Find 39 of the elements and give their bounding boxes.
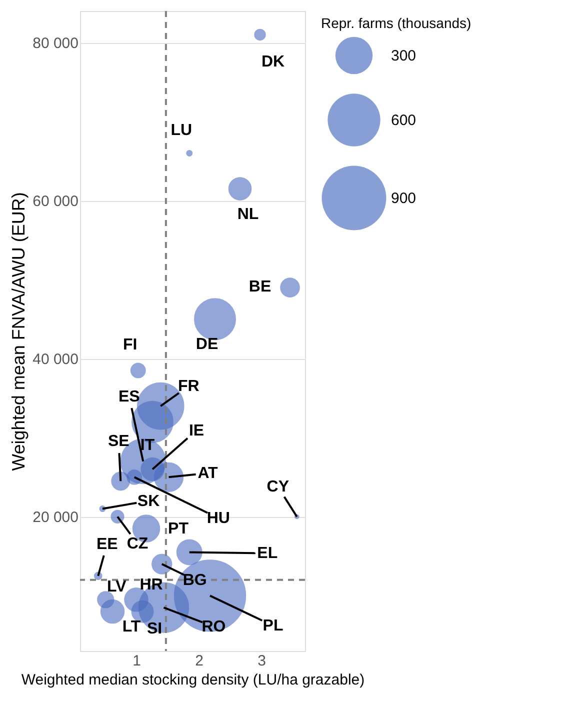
annotation: IT [140,436,155,454]
annotation: BG [182,572,207,590]
annotation: IE [188,422,204,440]
annotation: LV [106,578,127,596]
annotation: EE [96,536,118,553]
y-axis-title: Weighted mean FNVA/AWU (EUR) [8,192,29,471]
annotation: FR [178,378,200,396]
annotation: NL [237,206,259,223]
annotation: CZ [126,536,148,553]
annotation: RO [202,618,226,636]
legend-label: 600 [391,112,416,129]
legend-label: 900 [391,190,416,207]
annotation: CY [266,478,290,496]
annotation: AT [198,465,218,482]
annotation: DE [196,336,218,354]
y-tick-label: 80 000 [32,35,78,52]
x-tick-label: 2 [195,652,204,670]
x-axis-title: Weighted median stocking density (LU/ha grazable) [21,672,365,688]
annotation: EL [257,545,278,562]
annotation: HR [140,576,164,594]
y-tick-label: 40 000 [32,351,78,368]
annotation: SI [146,620,162,638]
annotation: PL [262,618,284,635]
annotation: SE [108,433,130,450]
annotation: HU [206,510,230,528]
annotation: LU [170,122,192,140]
legend-label: 300 [391,48,416,64]
annotation: DK [261,54,285,71]
annotation: ES [118,388,140,406]
annotation: BE [248,278,272,296]
y-tick-label: 20 000 [32,509,78,526]
annotation: LT [122,618,141,636]
legend-title: Repr. farms (thousands) [321,15,472,31]
y-tick-label: 60 000 [32,193,78,210]
annotation: FI [123,336,138,354]
x-tick-label: 1 [132,652,141,670]
x-tick-label: 3 [258,652,266,670]
annotation: SK [137,492,160,510]
annotation: PT [168,520,189,538]
